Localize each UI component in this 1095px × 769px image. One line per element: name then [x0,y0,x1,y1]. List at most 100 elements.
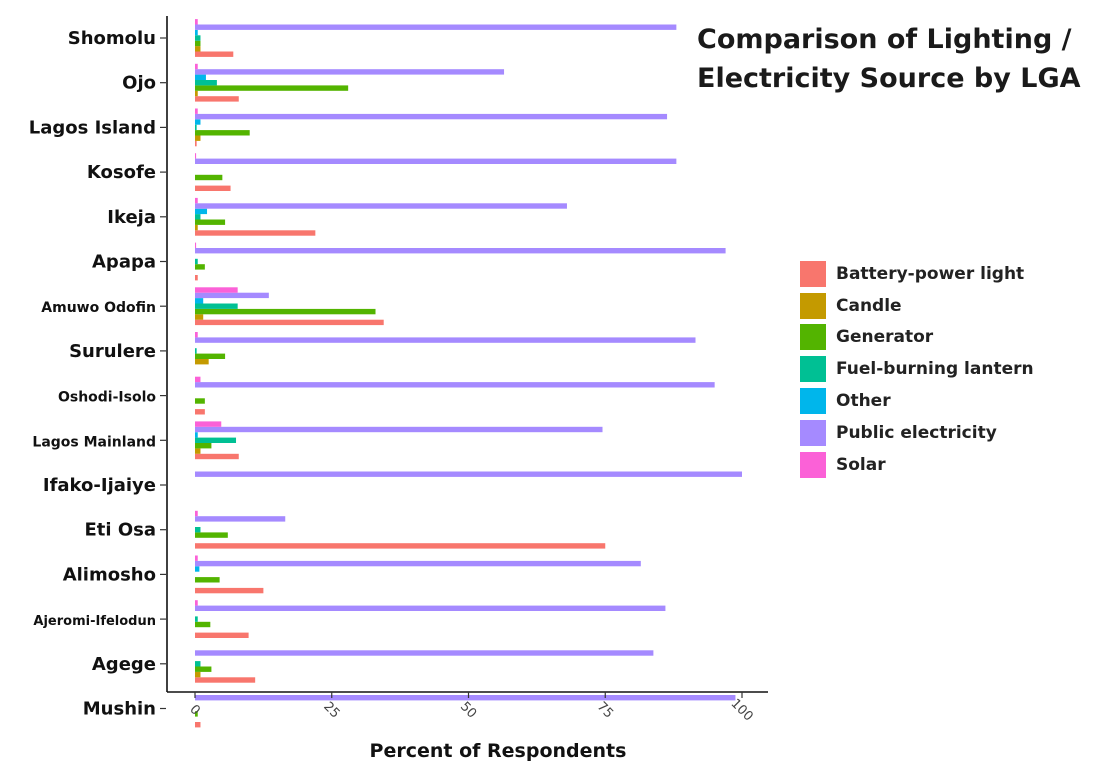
bar-9-2 [195,443,212,449]
bar-3-5 [195,158,677,164]
bar-1-0 [195,96,239,102]
bar-2-5 [195,113,668,120]
legend-swatch [800,356,826,383]
bar-9-6 [195,421,222,427]
bar-3-0 [195,185,231,191]
bar-4-3 [195,214,201,220]
legend-label: Fuel-burning lantern [836,359,1034,380]
legend-item: Generator [800,322,1034,354]
bar-11-0 [195,543,606,549]
y-tick-label: Lagos Island [29,117,156,138]
bar-0-5 [195,24,677,30]
bar-12-2 [195,577,220,583]
bar-6-6 [195,287,238,293]
bar-4-4 [195,208,208,215]
y-tick-label: Eti Osa [85,520,157,541]
y-tick-label: Kosofe [87,162,156,183]
legend-label: Other [836,391,891,412]
bar-2-1 [195,135,201,141]
bar-9-4 [195,432,198,438]
bar-14-5 [195,650,654,656]
bar-11-2 [195,532,228,538]
bar-6-1 [195,314,204,320]
legend-item: Candle [800,290,1034,322]
x-axis-title: Percent of Respondents [370,740,627,762]
bar-7-1 [195,359,209,365]
bar-1-1 [195,90,198,97]
y-tick-label: Apapa [92,252,156,273]
bar-2-0 [195,140,197,147]
bar-14-3 [195,661,201,667]
bar-1-6 [195,63,198,70]
bar-12-6 [195,555,198,561]
y-tick-label: Surulere [69,341,156,362]
bar-7-6 [195,332,198,338]
legend-item: Public electricity [800,417,1034,449]
bar-10-5 [195,471,742,477]
legend-item: Solar [800,449,1034,481]
y-tick-label: Agege [92,654,156,675]
bar-1-4 [195,74,206,80]
bar-13-6 [195,600,198,606]
bar-7-2 [195,353,226,359]
y-tick-label: Oshodi-Isolo [58,390,156,406]
y-tick-label: Alimosho [63,564,156,585]
chart-title-line-2: Electricity Source by LGA [697,63,1081,94]
bar-13-5 [195,605,666,611]
y-tick-label: Ajeromi-Ifelodun [33,614,156,629]
bar-2-4 [195,119,201,125]
x-tick-label: 0 [186,702,202,718]
bar-14-1 [195,671,201,678]
bar-0-2 [195,40,201,47]
bar-5-3 [195,258,198,265]
bar-0-3 [195,35,201,41]
legend-swatch [800,292,826,319]
bar-15-2 [195,711,198,717]
bar-9-3 [195,437,237,443]
bar-15-5 [195,695,736,701]
bar-6-3 [195,303,238,309]
legend-item: Other [800,385,1034,417]
bar-7-5 [195,337,696,343]
legend-swatch [800,260,826,287]
y-tick-label: Shomolu [68,28,156,49]
bar-6-2 [195,308,376,315]
bar-5-6 [195,242,197,248]
bar-4-0 [195,230,316,236]
bar-4-6 [195,197,198,204]
bar-0-0 [195,51,234,57]
bar-5-0 [195,275,198,281]
bar-8-2 [195,398,205,404]
bar-12-5 [195,560,641,567]
bar-11-3 [195,527,201,533]
x-tick-label: 25 [320,699,342,721]
bar-0-4 [195,29,198,36]
x-tick-label: 50 [457,699,479,721]
bar-2-6 [195,108,198,114]
bar-5-5 [195,248,726,254]
y-tick-label: Mushin [83,699,156,720]
bars-group [195,19,742,728]
bar-12-0 [195,587,264,594]
bar-2-2 [195,130,250,136]
bar-14-0 [195,677,256,683]
y-tick-label: Amuwo Odofin [41,300,156,316]
bar-3-6 [195,153,197,159]
chart-legend: Battery-power light Candle Generator Fuel-b… [800,258,1034,481]
y-tick-label: Ojo [122,73,156,94]
bar-9-1 [195,448,201,454]
bar-7-3 [195,348,197,354]
y-tick-label: Ikeja [107,207,156,228]
x-tick-label: 75 [594,699,616,721]
bar-6-5 [195,292,269,299]
bar-1-2 [195,85,349,91]
bar-1-5 [195,69,505,75]
bar-12-4 [195,566,200,572]
legend-label: Public electricity [836,422,997,443]
legend-label: Battery-power light [836,263,1025,284]
bar-5-2 [195,264,205,270]
bar-8-0 [195,409,205,415]
bar-1-3 [195,80,217,86]
bar-8-5 [195,382,715,388]
